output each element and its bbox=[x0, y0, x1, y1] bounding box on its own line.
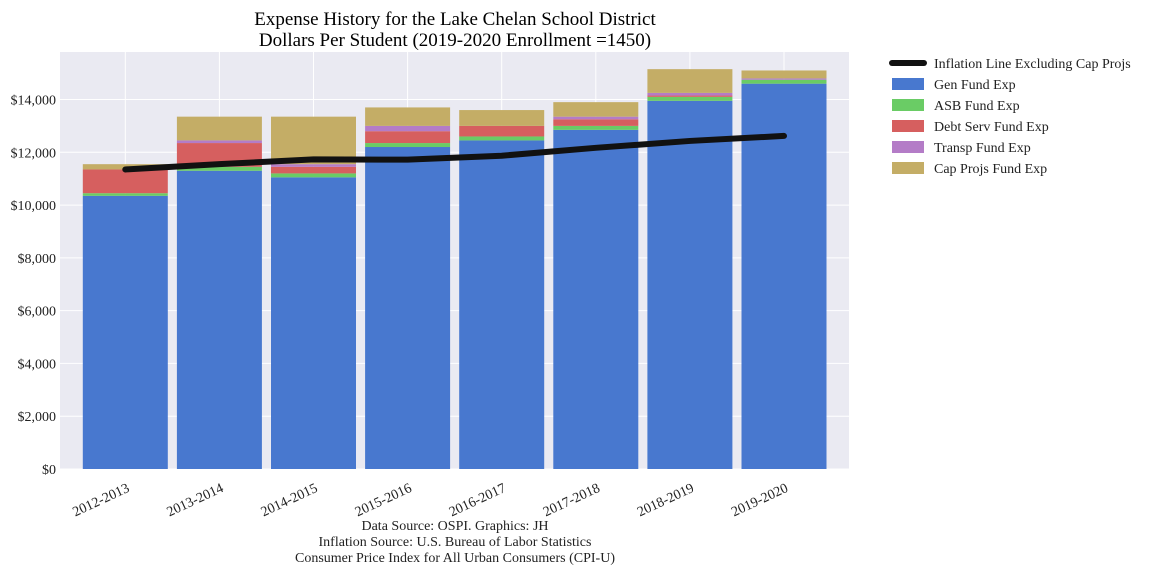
legend-swatch-cap-projs-fund-exp bbox=[892, 162, 924, 174]
bar-debt-serv-fund-exp-2012-2013 bbox=[82, 169, 168, 194]
x-tick-label: 2014-2015 bbox=[259, 481, 320, 520]
legend-swatch-debt-serv-fund-exp bbox=[892, 120, 924, 132]
x-tick-label: 2019-2020 bbox=[729, 481, 790, 520]
legend-label-inflation-line: Inflation Line Excluding Cap Projs bbox=[934, 57, 1131, 72]
x-tick-label: 2015-2016 bbox=[353, 481, 414, 520]
bar-cap-projs-fund-exp-2014-2015 bbox=[271, 116, 356, 165]
legend-swatch-transp-fund-exp bbox=[892, 141, 924, 153]
bar-gen-fund-exp-2016-2017 bbox=[459, 140, 545, 469]
x-tick-label: 2016-2017 bbox=[447, 481, 508, 520]
y-axis: $0 $2,000 $4,000 $6,000 $8,000 $10,000 $12,000… bbox=[11, 94, 57, 478]
bar-asb-fund-exp-2017-2018 bbox=[553, 125, 639, 130]
x-tick-label: 2018-2019 bbox=[635, 481, 696, 520]
bar-cap-projs-fund-exp-2015-2016 bbox=[365, 107, 451, 126]
bar-transp-fund-exp-2015-2016 bbox=[365, 125, 451, 132]
bar-cap-projs-fund-exp-2018-2019 bbox=[647, 69, 733, 93]
y-tick-label: $10,000 bbox=[11, 199, 57, 214]
bar-debt-serv-fund-exp-2016-2017 bbox=[459, 125, 545, 137]
bar-gen-fund-exp-2019-2020 bbox=[741, 83, 827, 469]
bar-cap-projs-fund-exp-2019-2020 bbox=[741, 70, 827, 79]
bar-gen-fund-exp-2013-2014 bbox=[176, 170, 262, 470]
inflation-line-group bbox=[122, 132, 787, 173]
bars bbox=[82, 69, 827, 470]
x-tick-label: 2017-2018 bbox=[541, 481, 602, 520]
x-tick-label: 2013-2014 bbox=[165, 481, 226, 520]
legend: Inflation Line Excluding Cap Projs Gen Fu… bbox=[889, 57, 1131, 177]
x-axis: 2012-2013 2013-2014 2014-2015 2015-2016 2016… bbox=[71, 481, 791, 520]
bar-gen-fund-exp-2018-2019 bbox=[647, 100, 733, 469]
bar-gen-fund-exp-2014-2015 bbox=[271, 177, 356, 469]
bar-transp-fund-exp-2014-2015 bbox=[271, 164, 356, 167]
chart-title: Expense History for the Lake Chelan Scho… bbox=[254, 9, 656, 30]
y-tick-label: $0 bbox=[42, 463, 56, 478]
bar-cap-projs-fund-exp-2017-2018 bbox=[553, 102, 639, 117]
bar-gen-fund-exp-2015-2016 bbox=[365, 147, 451, 469]
y-tick-label: $4,000 bbox=[18, 357, 57, 372]
legend-swatch-asb-fund-exp bbox=[892, 99, 924, 111]
footnote-2: Inflation Source: U.S. Bureau of Labor S… bbox=[319, 535, 592, 550]
bar-asb-fund-exp-2014-2015 bbox=[271, 173, 356, 178]
y-tick-label: $2,000 bbox=[18, 410, 57, 425]
y-tick-label: $12,000 bbox=[11, 146, 57, 161]
bar-cap-projs-fund-exp-2016-2017 bbox=[459, 110, 545, 126]
bar-asb-fund-exp-2012-2013 bbox=[82, 193, 168, 196]
legend-label-asb-fund-exp: ASB Fund Exp bbox=[934, 99, 1020, 114]
footnote-3: Consumer Price Index for All Urban Consu… bbox=[295, 551, 615, 566]
inflation-line bbox=[122, 132, 787, 173]
bar-gen-fund-exp-2012-2013 bbox=[82, 195, 168, 469]
bar-asb-fund-exp-2016-2017 bbox=[459, 136, 545, 141]
bar-asb-fund-exp-2015-2016 bbox=[365, 143, 451, 148]
bar-debt-serv-fund-exp-2018-2019 bbox=[647, 95, 733, 97]
footnote-1: Data Source: OSPI. Graphics: JH bbox=[361, 519, 548, 534]
bar-transp-fund-exp-2017-2018 bbox=[553, 116, 639, 120]
y-tick-label: $8,000 bbox=[18, 252, 57, 267]
bar-transp-fund-exp-2013-2014 bbox=[176, 140, 262, 144]
y-tick-label: $14,000 bbox=[11, 94, 57, 109]
legend-label-cap-projs-fund-exp: Cap Projs Fund Exp bbox=[934, 162, 1047, 177]
x-tick-label: 2012-2013 bbox=[71, 481, 132, 520]
legend-label-gen-fund-exp: Gen Fund Exp bbox=[934, 78, 1016, 93]
bar-transp-fund-exp-2018-2019 bbox=[647, 92, 733, 96]
bar-debt-serv-fund-exp-2015-2016 bbox=[365, 131, 451, 144]
bar-asb-fund-exp-2019-2020 bbox=[741, 79, 827, 84]
legend-label-transp-fund-exp: Transp Fund Exp bbox=[934, 141, 1031, 156]
bar-debt-serv-fund-exp-2017-2018 bbox=[553, 119, 639, 126]
legend-label-debt-serv-fund-exp: Debt Serv Fund Exp bbox=[934, 120, 1049, 135]
bar-cap-projs-fund-exp-2013-2014 bbox=[176, 116, 262, 141]
y-tick-label: $6,000 bbox=[18, 305, 57, 320]
bar-transp-fund-exp-2019-2020 bbox=[741, 78, 827, 80]
bar-asb-fund-exp-2018-2019 bbox=[647, 96, 733, 101]
bar-debt-serv-fund-exp-2014-2015 bbox=[271, 166, 356, 174]
bar-asb-fund-exp-2013-2014 bbox=[176, 166, 262, 171]
legend-swatch-gen-fund-exp bbox=[892, 78, 924, 90]
bar-gen-fund-exp-2017-2018 bbox=[553, 129, 639, 469]
chart-subtitle: Dollars Per Student (2019-2020 Enrollmen… bbox=[259, 30, 651, 51]
